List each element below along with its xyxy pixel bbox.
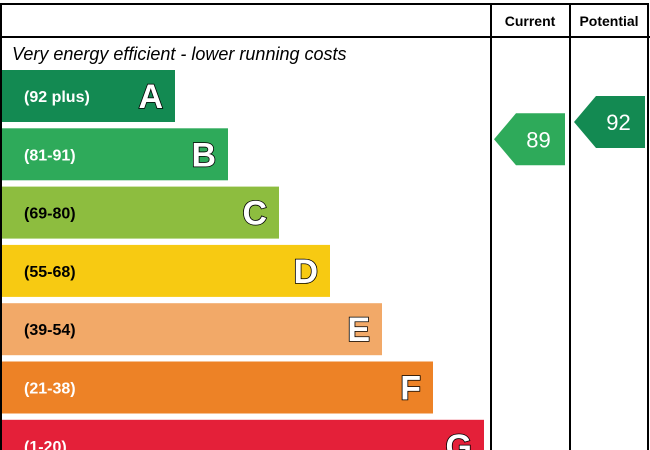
potential-rating-value: 92: [606, 110, 630, 135]
band-c-range: (69-80): [24, 206, 76, 223]
band-f-range: (21-38): [24, 381, 76, 398]
band-d-range: (55-68): [24, 264, 76, 281]
band-e-letter: E: [347, 311, 370, 349]
band-e-bar: [2, 303, 382, 356]
rating-bands: (92 plus) A (81-91) B (69-80) C (55-68) D (39-54…: [2, 70, 484, 450]
top-caption: Very energy efficient - lower running co…: [12, 44, 347, 64]
current-rating-arrow: [494, 113, 565, 166]
band-c-letter: C: [242, 195, 267, 233]
band-g-bar: [2, 419, 484, 450]
band-d-letter: D: [293, 253, 318, 291]
band-g-range: (1-20): [24, 439, 67, 450]
current-column-header: Current: [505, 13, 556, 29]
band-a-range: (92 plus): [24, 89, 90, 106]
band-b-range: (81-91): [24, 147, 76, 164]
band-f-letter: F: [400, 370, 421, 408]
band-b-bar: [2, 128, 228, 181]
band-c-bar: [2, 186, 279, 239]
band-g-letter: G: [446, 428, 472, 450]
band-d-bar: [2, 244, 330, 297]
potential-column-header: Potential: [579, 13, 638, 29]
band-f-bar: [2, 361, 433, 414]
potential-rating-arrow: [574, 96, 645, 148]
band-b-letter: B: [191, 136, 216, 174]
band-a-bar: [2, 70, 175, 122]
chart-frame: [0, 3, 649, 450]
band-e-range: (39-54): [24, 322, 76, 339]
current-rating-value: 89: [526, 127, 550, 152]
band-a-letter: A: [138, 78, 163, 116]
